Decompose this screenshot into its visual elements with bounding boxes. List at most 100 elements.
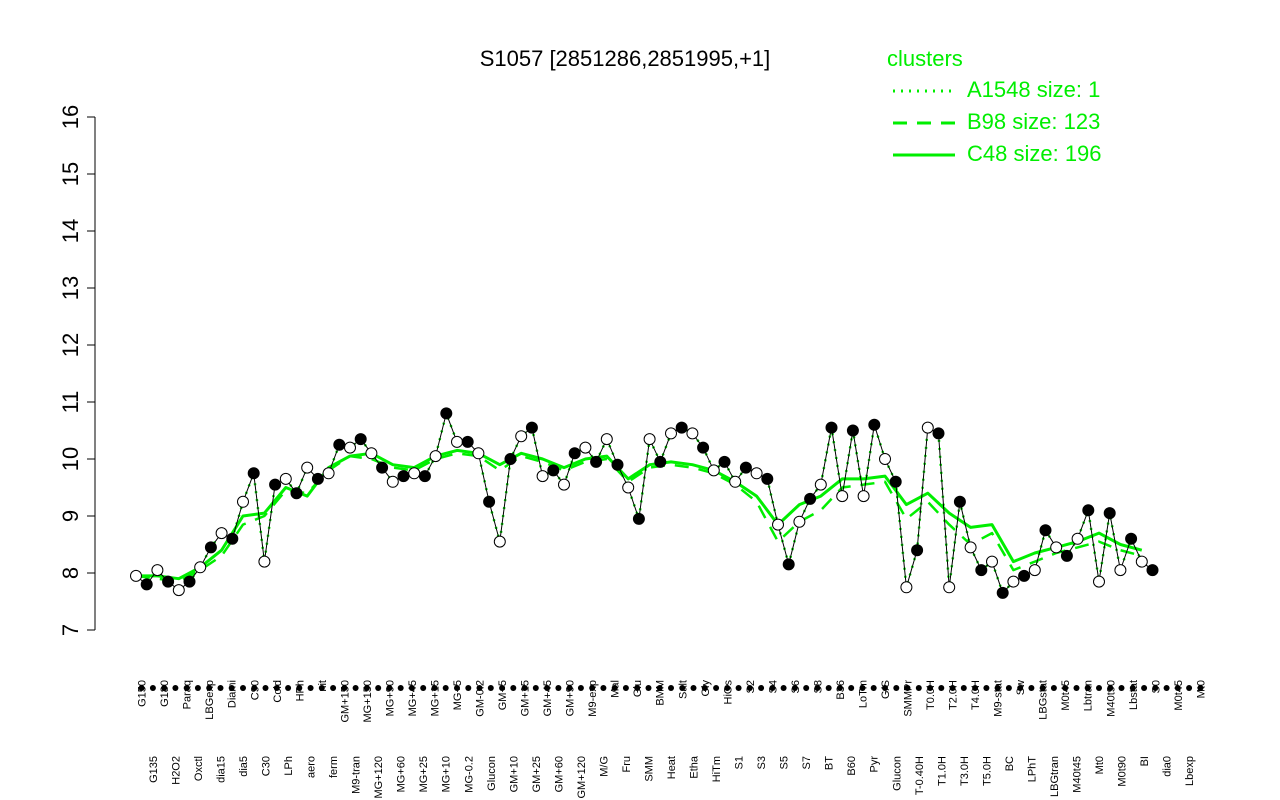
data-point [525, 421, 538, 434]
x-rug-mark [194, 685, 201, 691]
x-tick-label: Sw [1015, 680, 1027, 695]
x-tick-label: S4 [767, 680, 779, 693]
data-point [622, 481, 635, 494]
data-point [333, 438, 346, 451]
data-point [483, 495, 496, 508]
data-point [846, 424, 859, 437]
x-rug-mark [645, 685, 652, 691]
data-point [964, 541, 977, 554]
data-point [665, 427, 677, 440]
x-rug-mark [363, 685, 370, 691]
data-point [1082, 504, 1095, 517]
x-rug-mark [341, 685, 348, 691]
data-point [344, 441, 356, 454]
x-rug-mark [1129, 685, 1136, 691]
x-tick-label: GM+15 [520, 680, 532, 716]
x-rug-mark [622, 685, 629, 691]
y-tick-label: 11 [58, 391, 83, 414]
x-tick-label: GM+150 [339, 680, 351, 723]
x-tick-label: BC [1004, 756, 1016, 771]
data-point [408, 467, 421, 480]
x-tick-label: ferm [328, 756, 340, 778]
x-tick-label: LBGexp [204, 680, 216, 720]
x-tick-label: Glucon [486, 756, 498, 791]
x-rug-mark [397, 685, 404, 691]
x-rug-mark [949, 685, 956, 691]
x-rug-mark [1073, 685, 1080, 691]
x-tick-label: Glucon [891, 756, 903, 791]
x-rug-mark [836, 685, 843, 691]
x-rug-mark [262, 685, 269, 691]
data-point [879, 453, 891, 465]
y-tick-label: 7 [58, 624, 83, 636]
data-point [547, 464, 560, 477]
x-tick-label: Glu [632, 680, 644, 697]
x-rug-mark [713, 685, 720, 691]
data-point [761, 472, 774, 485]
x-tick-label: Paraq [182, 680, 194, 709]
x-rug-mark [600, 685, 607, 691]
data-point [301, 461, 314, 474]
x-rug-mark [679, 685, 686, 691]
x-rug-mark [161, 685, 168, 691]
x-rug-mark [1096, 685, 1102, 691]
data-point [568, 447, 581, 460]
data-point [215, 527, 228, 540]
data-point [140, 578, 153, 591]
x-tick-label: GM+120 [576, 756, 588, 799]
x-rug-mark [724, 685, 731, 691]
x-rug-mark [690, 685, 697, 691]
x-rug-mark [521, 685, 528, 691]
x-tick-label: S6 [790, 680, 802, 693]
data-point [921, 421, 934, 434]
data-point [590, 455, 603, 468]
data-point [504, 453, 517, 465]
x-tick-label: S2 [745, 680, 757, 693]
x-rug-mark [307, 685, 314, 691]
x-rug-mark [577, 685, 584, 691]
data-point [183, 575, 196, 588]
data-point [258, 555, 271, 568]
x-tick-label: GM+25 [531, 756, 543, 792]
data-point [579, 441, 592, 454]
x-tick-label: GM-0.2 [475, 680, 487, 717]
series-line [136, 448, 1143, 581]
x-tick-label: Salt [677, 680, 689, 699]
x-tick-label: Mt0 [1094, 756, 1106, 774]
x-rug-mark [206, 685, 213, 691]
x-rug-mark [882, 685, 888, 691]
x-tick-label: T4.0H [970, 680, 982, 710]
data-point [440, 407, 453, 420]
data-point [632, 512, 645, 525]
x-tick-label: LBGstat [1038, 680, 1050, 720]
x-rug-mark [634, 685, 641, 691]
data-point [397, 470, 410, 483]
y-tick-label: 16 [58, 105, 83, 129]
x-rug-mark [1186, 685, 1193, 691]
x-tick-label: Fru [621, 756, 633, 773]
x-tick-label: C30 [261, 756, 273, 776]
x-tick-label: T1.0H [936, 756, 948, 786]
x-tick-label: T3.0H [959, 756, 971, 786]
x-rug-mark [1152, 685, 1159, 691]
x-rug-mark [1174, 685, 1181, 691]
x-rug-mark [240, 685, 246, 691]
x-rug-mark [285, 685, 292, 691]
x-rug-mark [555, 685, 562, 691]
x-rug-mark [780, 685, 787, 691]
y-tick-label: 12 [58, 333, 83, 357]
x-rug-mark [904, 685, 911, 691]
points-layer [130, 407, 1159, 599]
data-point [279, 472, 292, 485]
x-rug-mark [1062, 685, 1069, 691]
x-rug-mark [183, 685, 190, 691]
x-tick-label: dia5 [238, 756, 250, 777]
x-tick-label: M40t45 [1072, 756, 1084, 793]
x-rug-mark [296, 685, 303, 691]
data-point [611, 458, 624, 471]
legend-label: C48 size: 196 [967, 141, 1102, 166]
data-point [194, 561, 207, 574]
x-rug-mark [1107, 685, 1114, 691]
x-tick-label: MG+25 [418, 756, 430, 792]
